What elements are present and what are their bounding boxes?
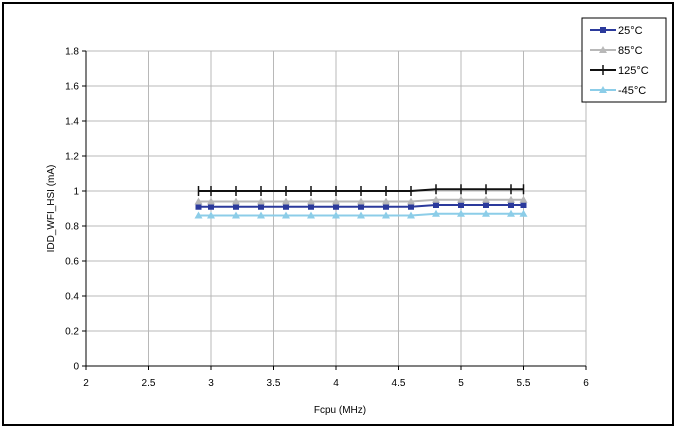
data-point <box>195 203 202 210</box>
x-tick-label: 2 <box>83 378 89 389</box>
data-point <box>333 203 339 210</box>
series-3 <box>194 209 528 219</box>
data-point <box>357 197 365 205</box>
x-axis-label: Fcpu (MHz) <box>314 405 366 416</box>
y-tick-label: 1.6 <box>65 82 79 93</box>
data-point <box>307 211 315 219</box>
y-tick-label: 0.2 <box>65 327 79 338</box>
axes <box>82 50 587 370</box>
data-point <box>407 197 415 205</box>
data-point <box>519 209 528 217</box>
y-axis-label: IDD_WFI_HSI (mA) <box>46 165 57 253</box>
data-point <box>194 197 203 205</box>
chart-frame: 2 2.5 3 3.5 4 4.5 5 5.5 6 0 0.2 0.4 0.6 0.8 1 1.2 1.4 1.6… <box>2 2 674 426</box>
data-point <box>308 203 314 210</box>
y-tick-label: 1 <box>73 187 79 198</box>
series-2 <box>197 184 525 196</box>
series-group <box>194 184 528 219</box>
data-point <box>457 195 465 203</box>
x-tick-label: 3 <box>208 378 214 389</box>
data-point <box>282 197 290 205</box>
y-tick-label: 0.8 <box>65 222 79 233</box>
data-point <box>232 197 240 205</box>
y-tick-label: 1.8 <box>65 47 79 58</box>
y-tick-label: 0.6 <box>65 257 79 268</box>
data-point <box>258 203 264 210</box>
data-point <box>482 195 490 203</box>
y-tick-label: 0 <box>73 362 79 373</box>
data-point <box>407 211 415 219</box>
data-point <box>383 203 389 210</box>
data-point <box>432 209 440 217</box>
data-point <box>508 202 514 208</box>
y-tick-label: 1.4 <box>65 117 79 128</box>
data-point <box>358 203 364 210</box>
series-0 <box>195 202 527 210</box>
legend-item: 85°C <box>590 45 643 57</box>
data-point <box>519 195 528 203</box>
y-tick-label: 1.2 <box>65 152 79 163</box>
data-point <box>194 211 203 219</box>
legend-box <box>581 17 667 103</box>
data-point <box>207 211 215 219</box>
x-tick-label: 5 <box>458 378 464 389</box>
data-point <box>282 211 290 219</box>
data-point <box>283 203 289 210</box>
data-point <box>233 203 239 210</box>
data-point <box>207 197 215 205</box>
data-point <box>332 197 340 205</box>
data-point <box>507 195 515 203</box>
data-point <box>458 202 464 208</box>
line-chart: 2 2.5 3 3.5 4 4.5 5 5.5 6 0 0.2 0.4 0.6 0.8 1 1.2 1.4 1.6… <box>46 17 667 416</box>
data-point <box>408 203 414 210</box>
data-point <box>382 211 390 219</box>
data-point <box>382 197 390 205</box>
series-1 <box>194 195 528 205</box>
legend-marker <box>599 86 607 93</box>
data-point <box>520 202 527 208</box>
x-tick-label: 4 <box>333 378 339 389</box>
legend-marker <box>600 27 606 33</box>
data-point <box>332 211 340 219</box>
tick-labels: 2 2.5 3 3.5 4 4.5 5 5.5 6 0 0.2 0.4 0.6 0.8 1 1.2 1.4 1.6… <box>65 47 589 390</box>
data-point <box>257 211 265 219</box>
data-point <box>432 195 440 203</box>
legend-label: -45°C <box>618 85 646 97</box>
x-tick-label: 3.5 <box>267 378 281 389</box>
data-point <box>457 209 465 217</box>
legend-marker <box>599 46 607 53</box>
data-point <box>307 197 315 205</box>
y-tick-label: 0.4 <box>65 292 79 303</box>
data-point <box>357 211 365 219</box>
data-point <box>208 203 214 210</box>
data-point <box>483 202 489 208</box>
legend-item: -45°C <box>590 85 646 97</box>
grid <box>86 50 587 366</box>
x-tick-label: 6 <box>583 378 589 389</box>
data-point <box>257 197 265 205</box>
x-tick-label: 5.5 <box>517 378 531 389</box>
data-point <box>433 202 439 208</box>
legend-item: 125°C <box>590 65 649 77</box>
data-point <box>507 209 515 217</box>
legend-item: 25°C <box>590 25 643 37</box>
legend: 25°C 85°C 125°C -45°C <box>581 17 667 103</box>
x-tick-label: 4.5 <box>392 378 406 389</box>
legend-label: 85°C <box>618 45 643 57</box>
legend-label: 25°C <box>618 25 643 37</box>
x-tick-label: 2.5 <box>142 378 156 389</box>
legend-label: 125°C <box>618 65 649 77</box>
data-point <box>232 211 240 219</box>
data-point <box>482 209 490 217</box>
